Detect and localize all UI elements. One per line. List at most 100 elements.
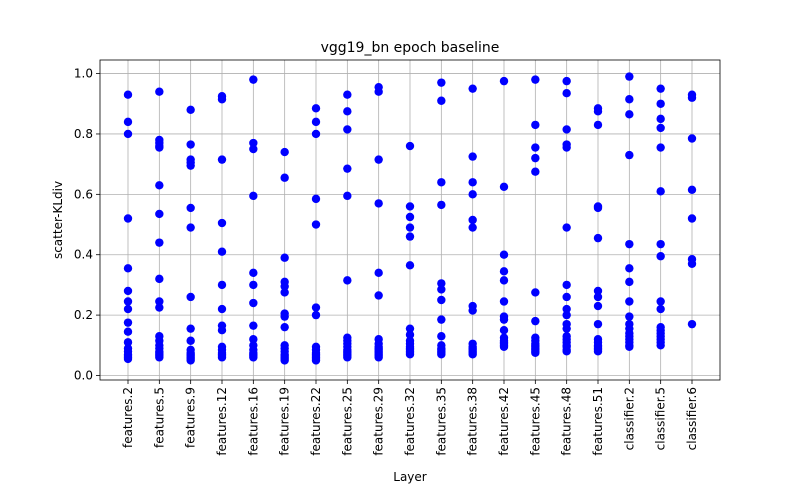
data-point xyxy=(123,338,133,347)
data-point xyxy=(625,95,634,104)
data-point xyxy=(311,104,321,113)
data-point xyxy=(155,274,164,284)
data-point xyxy=(280,282,289,291)
data-point xyxy=(687,319,697,329)
data-point xyxy=(155,87,164,96)
data-point xyxy=(531,288,540,297)
data-point xyxy=(155,209,164,219)
data-point xyxy=(531,143,540,152)
data-point xyxy=(217,155,227,164)
data-point xyxy=(562,347,571,356)
data-point xyxy=(186,356,195,365)
data-point xyxy=(468,152,477,161)
data-point xyxy=(625,277,634,287)
data-point xyxy=(123,90,133,99)
x-tick-label: features.48 xyxy=(560,387,574,456)
data-point xyxy=(343,90,352,99)
data-point xyxy=(123,354,133,364)
data-point xyxy=(280,312,289,321)
data-point xyxy=(562,143,571,152)
x-tick-label: features.2 xyxy=(121,387,135,448)
data-point xyxy=(186,292,195,302)
data-point xyxy=(437,96,446,105)
data-point xyxy=(217,353,227,362)
data-point xyxy=(280,288,289,297)
data-point xyxy=(499,297,509,306)
data-point xyxy=(625,312,634,321)
data-point xyxy=(499,315,509,324)
data-point xyxy=(311,356,321,365)
data-point xyxy=(562,223,571,232)
data-point xyxy=(687,134,697,143)
y-tick-label: 0.6 xyxy=(74,187,93,201)
data-point xyxy=(280,356,289,365)
y-axis-title: scatter-KLdiv xyxy=(51,181,65,259)
y-tick-label: 0.4 xyxy=(74,248,93,262)
data-point xyxy=(562,324,571,333)
data-point xyxy=(562,280,571,290)
data-point xyxy=(656,304,665,314)
data-point xyxy=(123,129,133,139)
data-point xyxy=(249,191,258,201)
data-point xyxy=(311,129,321,139)
data-point xyxy=(656,143,665,152)
data-point xyxy=(593,203,603,213)
data-point xyxy=(186,105,195,115)
data-point xyxy=(499,267,509,276)
data-point xyxy=(625,264,634,273)
data-point xyxy=(625,150,634,160)
data-point xyxy=(562,89,571,98)
x-tick-label: features.9 xyxy=(184,387,198,448)
y-tick-label: 0.0 xyxy=(74,368,93,382)
data-point xyxy=(656,187,665,196)
data-point xyxy=(374,291,383,300)
x-tick-label: features.35 xyxy=(434,387,448,456)
data-point xyxy=(468,223,477,232)
data-point xyxy=(186,324,195,333)
data-point xyxy=(656,114,665,124)
x-axis: features.2 features.5 features.9 features.1… xyxy=(121,380,699,456)
data-point xyxy=(531,167,540,176)
data-point xyxy=(531,75,540,84)
data-point xyxy=(186,161,195,170)
data-point xyxy=(468,350,477,359)
data-point xyxy=(468,178,477,187)
data-point xyxy=(405,330,415,339)
data-point xyxy=(186,223,195,232)
data-point xyxy=(656,297,665,306)
x-tick-label: features.51 xyxy=(591,387,605,456)
data-point xyxy=(343,125,352,134)
x-tick-label: features.25 xyxy=(340,387,354,456)
data-point xyxy=(531,348,540,358)
data-point xyxy=(468,84,477,93)
data-point xyxy=(405,324,415,333)
data-point xyxy=(499,342,509,351)
data-point xyxy=(311,303,321,312)
data-point xyxy=(405,223,415,232)
data-point xyxy=(217,247,227,256)
data-point xyxy=(155,238,164,247)
data-point xyxy=(437,285,446,294)
data-point xyxy=(687,259,697,268)
data-point xyxy=(343,276,352,285)
data-point xyxy=(593,233,603,243)
data-point xyxy=(593,347,603,356)
data-point xyxy=(531,316,540,326)
data-point xyxy=(123,286,133,296)
x-tick-label: features.12 xyxy=(215,387,229,456)
data-point xyxy=(343,191,352,201)
data-point xyxy=(123,327,133,336)
data-point xyxy=(186,203,195,213)
data-point xyxy=(593,107,603,116)
data-point xyxy=(593,120,603,130)
data-point xyxy=(437,200,446,210)
data-point xyxy=(249,298,258,308)
data-point xyxy=(343,353,352,362)
data-point xyxy=(249,268,258,278)
data-point xyxy=(280,322,289,332)
y-axis: 0.0 0.2 0.4 0.6 0.8 1.0 xyxy=(74,67,100,382)
y-tick-label: 0.8 xyxy=(74,127,93,141)
data-point xyxy=(687,93,697,102)
data-point xyxy=(217,95,227,104)
